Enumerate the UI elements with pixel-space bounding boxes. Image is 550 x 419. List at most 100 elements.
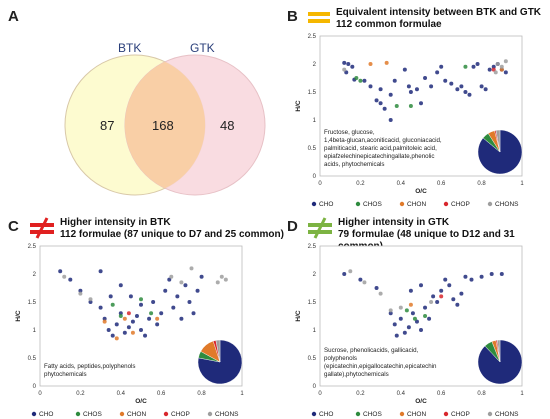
venn-right-name: GTK [190, 41, 215, 55]
data-point-cho [483, 87, 488, 92]
data-point-chons [223, 277, 228, 282]
data-point-chons [429, 300, 434, 304]
legend-marker-chos [355, 201, 361, 207]
data-point-cho [195, 288, 200, 293]
data-point-cho [459, 291, 464, 296]
data-point-chon [384, 60, 389, 65]
data-point-cho [408, 288, 413, 293]
data-point-cho [98, 305, 103, 310]
data-point-chon [130, 330, 135, 335]
x-tick-label: 0.6 [157, 391, 166, 397]
data-point-cho [350, 64, 355, 69]
data-point-cho [388, 118, 393, 122]
pie-slice-chons [215, 339, 221, 363]
data-point-cho [406, 84, 411, 89]
data-point-cho [408, 90, 413, 94]
y-tick-label: 1 [313, 328, 317, 334]
legend-marker-cho [311, 411, 317, 417]
data-point-cho [344, 70, 349, 75]
data-point-cho [155, 322, 160, 327]
panel-c-title-line2: 112 formulae (87 unique to D7 and 25 com… [60, 229, 284, 240]
legend-label-chon: CHON [127, 411, 146, 418]
x-tick-label: 0.6 [437, 391, 446, 397]
data-point-cho [122, 330, 127, 335]
venn-diagram: BTK GTK 87 168 48 [64, 41, 266, 196]
y-tick-label: 0 [313, 174, 317, 180]
legend-marker-cho [31, 411, 37, 417]
data-point-chos [354, 76, 359, 80]
data-point-cho [423, 76, 428, 80]
data-point-chons [388, 308, 393, 313]
data-point-chons [169, 274, 174, 279]
data-point-cho [443, 78, 448, 83]
data-point-cho [342, 60, 347, 65]
data-point-chons [342, 67, 347, 72]
data-point-cho [414, 319, 419, 324]
data-point-chons [62, 274, 67, 279]
data-point-cho [388, 311, 393, 316]
data-point-chons [189, 266, 194, 271]
data-point-cho [362, 78, 367, 83]
x-axis-label: O/C [415, 188, 427, 195]
data-point-cho [392, 322, 397, 327]
legend-marker-chon [119, 411, 125, 417]
data-point-chos [394, 104, 399, 108]
legend-marker-chop [443, 411, 449, 417]
data-point-chons [362, 280, 367, 285]
data-point-chon [102, 319, 107, 324]
data-point-cho [98, 269, 103, 274]
x-tick-label: 1 [240, 391, 244, 397]
panel-label-a: A [8, 8, 19, 25]
data-point-cho [455, 302, 460, 307]
data-point-chos [423, 314, 428, 318]
legend-label-chos: CHOS [83, 411, 102, 418]
data-point-chon [122, 316, 127, 321]
data-point-cho [463, 90, 468, 94]
legend-marker-chons [207, 411, 213, 417]
data-point-cho [491, 64, 496, 69]
data-point-chons [215, 280, 220, 285]
data-point-cho [159, 311, 164, 316]
data-point-cho [467, 92, 472, 97]
data-point-cho [423, 305, 428, 310]
data-point-cho [406, 325, 411, 330]
data-point-cho [499, 272, 504, 276]
data-point-cho [443, 277, 448, 282]
x-tick-label: 0.8 [477, 391, 486, 397]
y-tick-label: 0 [33, 384, 37, 390]
legend-label-chons: CHONS [215, 411, 239, 418]
legend-label-chos: CHOS [363, 201, 382, 208]
data-point-chons [398, 305, 403, 310]
annotation-line: 1,4beta-glucan,aconiticacid, gluconiacac… [324, 137, 442, 144]
legend-marker-chop [163, 411, 169, 417]
data-point-cho [128, 294, 133, 299]
annotation-line: palmiticacid, stearic acid,palmitoleic a… [324, 145, 437, 152]
legend-label-chons: CHONS [495, 411, 519, 418]
panel-label-b: B [287, 8, 298, 25]
data-point-cho [108, 294, 113, 299]
panel-c-title: Higher intensity in BTK 112 formulae (87… [60, 217, 290, 241]
x-axis-label: O/C [135, 398, 147, 405]
data-point-cho [487, 67, 492, 72]
data-point-cho [439, 288, 444, 293]
data-point-chon [368, 62, 373, 66]
legend-label-cho: CHO [319, 201, 333, 208]
annotation-line: phytochemicals [44, 371, 87, 378]
data-point-cho [447, 283, 452, 288]
legend-label-chop: CHOP [451, 201, 470, 208]
data-point-chos [149, 311, 154, 316]
legend-marker-chos [355, 411, 361, 417]
data-point-chop [491, 67, 496, 72]
x-tick-label: 0.8 [197, 391, 206, 397]
data-point-cho [479, 274, 484, 279]
not-equal-sign-icon-c [30, 217, 54, 239]
venn-overlap [124, 61, 206, 189]
legend-label-chon: CHON [407, 201, 426, 208]
data-point-cho [431, 294, 436, 299]
data-point-cho [175, 294, 180, 299]
data-point-chon [155, 316, 160, 321]
scatter-plot-c: 0 0.2 0.4 0.6 0.8 1 0 0.5 1 1.5 2 2.5 O/C H/C Fatty ac… [15, 244, 244, 418]
data-point-cho [429, 84, 434, 89]
y-tick-label: 2.5 [308, 244, 317, 250]
data-point-cho [449, 81, 454, 86]
